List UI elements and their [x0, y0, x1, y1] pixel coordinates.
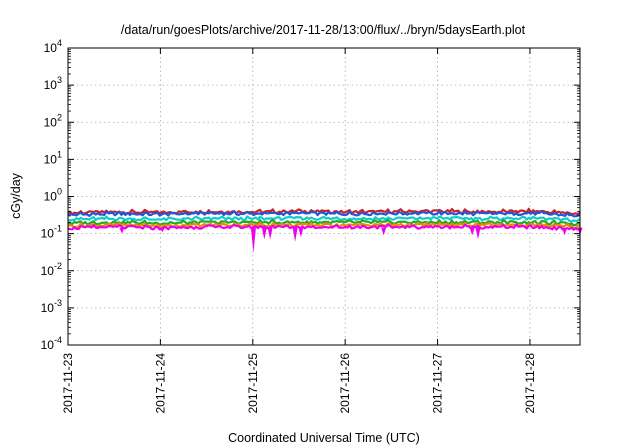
dip-mark [267, 227, 273, 240]
chart-title: /data/run/goesPlots/archive/2017-11-28/1… [121, 23, 526, 37]
series-line-2 [67, 210, 581, 218]
y-tick-label: 10-4 [41, 335, 62, 352]
dip-mark [298, 227, 304, 238]
x-tick-label: 2017-11-23 [61, 353, 75, 414]
y-tick-label: 101 [44, 149, 62, 166]
dip-mark [159, 227, 165, 233]
dip-mark [381, 227, 387, 236]
y-tick-label: 10-2 [41, 261, 62, 278]
dip-mark [469, 227, 475, 236]
x-tick-label: 2017-11-26 [338, 353, 352, 414]
dip-mark [261, 227, 267, 240]
dip-mark [562, 227, 568, 236]
grid-lines [67, 48, 580, 345]
y-tick-label: 104 [44, 38, 62, 55]
x-tick-label: 2017-11-24 [153, 353, 167, 414]
y-axis: 10-4 10-3 10-2 10-1 100 101 102 103 104 [41, 38, 580, 352]
dip-mark [119, 227, 125, 234]
series-line-6 [67, 223, 581, 231]
series-line-1 [67, 207, 581, 216]
y-axis-label: cGy/day [9, 172, 23, 219]
series-line-3 [67, 215, 581, 223]
dip-mark [475, 227, 481, 240]
y-tick-label: 102 [44, 112, 62, 129]
dip-mark [250, 227, 256, 254]
dip-mark [292, 227, 298, 242]
y-tick-label: 10-1 [41, 224, 62, 241]
x-tick-label: 2017-11-28 [523, 353, 537, 414]
x-tick-label: 2017-11-25 [246, 353, 260, 414]
series-group [67, 207, 583, 254]
y-tick-label: 10-3 [41, 298, 62, 315]
y-tick-label: 103 [44, 75, 62, 92]
x-axis-label: Coordinated Universal Time (UTC) [228, 431, 420, 445]
series-line-5 [67, 221, 581, 230]
y-tick-label: 100 [44, 187, 62, 204]
x-tick-label: 2017-11-27 [431, 353, 445, 414]
x-axis: 2017-11-23 2017-11-24 2017-11-25 2017-11-26… [61, 48, 537, 414]
